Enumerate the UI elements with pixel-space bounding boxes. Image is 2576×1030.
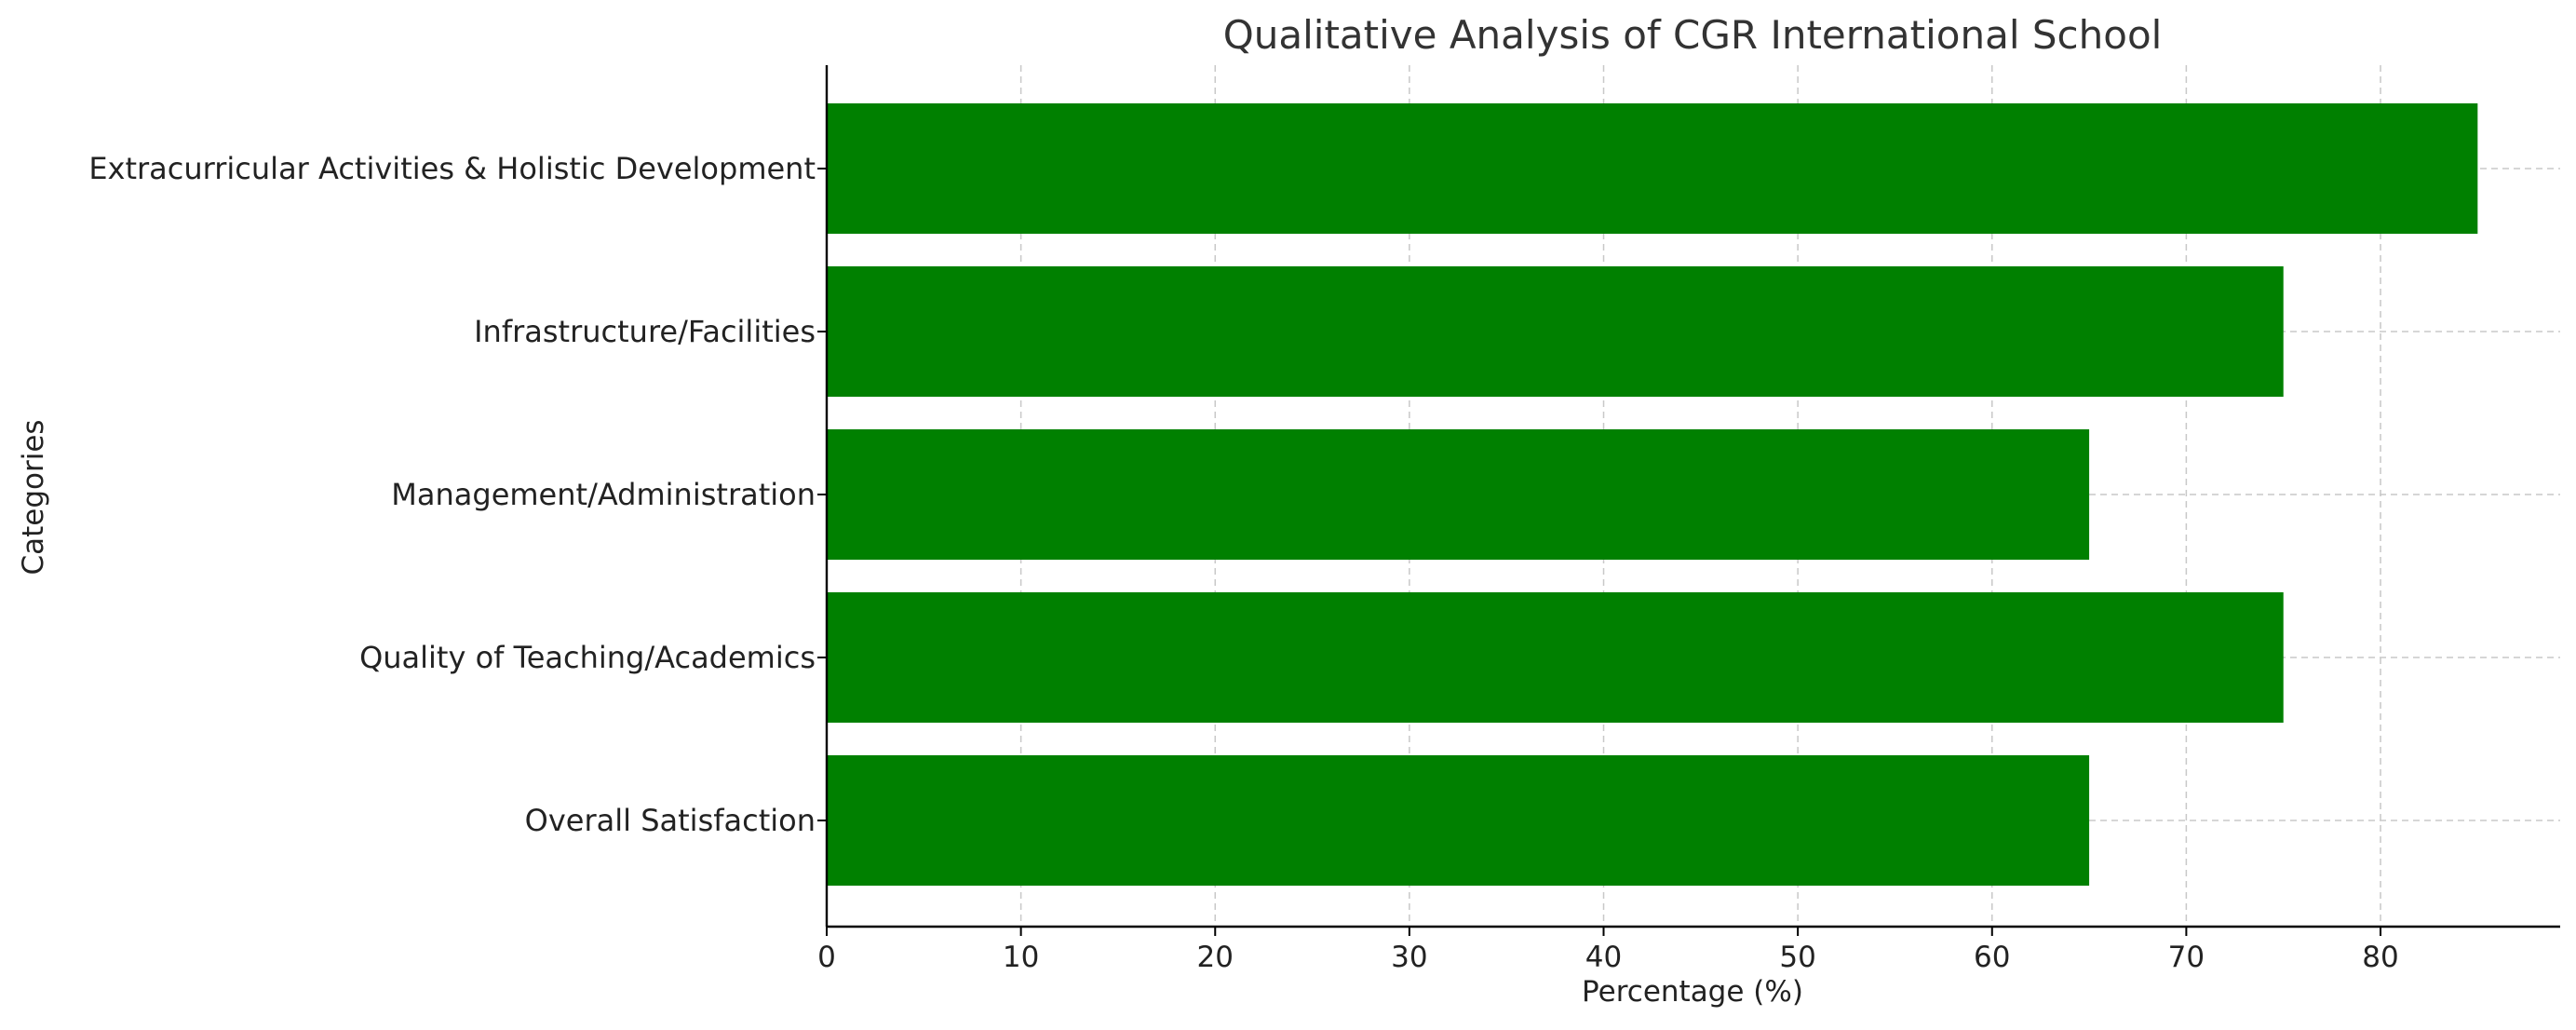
bar <box>827 429 2090 560</box>
bar <box>827 266 2284 397</box>
category-label: Extracurricular Activities & Holistic De… <box>88 151 816 186</box>
bar <box>827 103 2478 234</box>
category-label: Management/Administration <box>391 477 816 512</box>
x-tick-label: 30 <box>1391 941 1427 974</box>
x-tick-label: 80 <box>2362 941 2398 974</box>
category-label: Overall Satisfaction <box>525 803 816 838</box>
x-tick-label: 10 <box>1003 941 1039 974</box>
x-tick-label: 70 <box>2168 941 2205 974</box>
y-axis-label: Categories <box>17 419 50 575</box>
category-label: Infrastructure/Facilities <box>474 314 816 349</box>
x-axis-label: Percentage (%) <box>1582 975 1803 1009</box>
axes-spines <box>825 65 2560 928</box>
x-tick-label: 20 <box>1197 941 1234 974</box>
x-tick-labels: 0 10 20 30 40 50 60 70 80 <box>817 941 2399 974</box>
x-tick-label: 0 <box>817 941 836 974</box>
bars <box>827 103 2478 886</box>
bar <box>827 755 2090 886</box>
x-tick-label: 50 <box>1779 941 1815 974</box>
category-label: Quality of Teaching/Academics <box>359 640 816 675</box>
y-category-labels: Overall Satisfaction Quality of Teaching/… <box>88 151 816 838</box>
x-tick-label: 60 <box>1974 941 2010 974</box>
bar <box>827 592 2284 723</box>
x-tick-label: 40 <box>1585 941 1622 974</box>
chart-title: Qualitative Analysis of CGR Internationa… <box>1223 12 2163 58</box>
tick-marks <box>817 168 2382 936</box>
